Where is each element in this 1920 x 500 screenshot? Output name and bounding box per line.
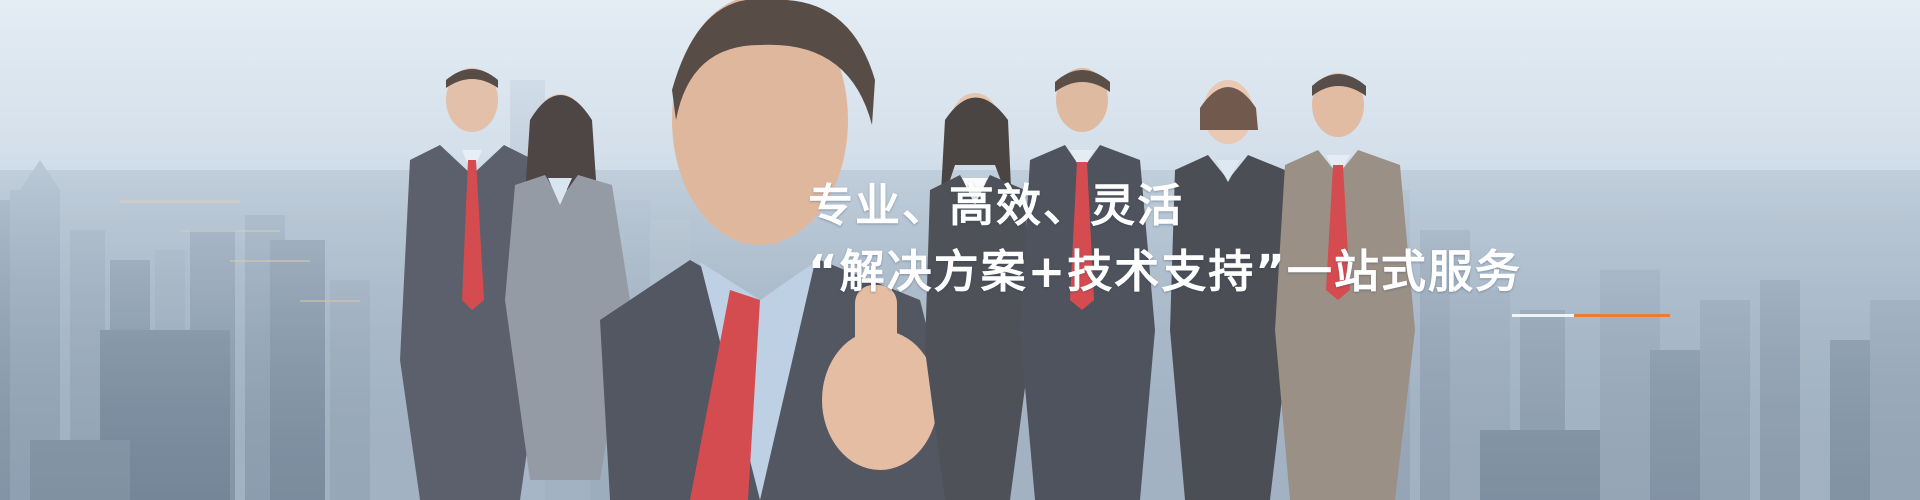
headline-line-2: “解决方案+技术支持”一站式服务 (808, 245, 1522, 298)
decorative-underline-orange (1574, 314, 1670, 317)
decorative-underline-white (1512, 314, 1574, 317)
person-figure-main (600, 0, 970, 500)
person-figure (1275, 73, 1415, 500)
person-figure (400, 68, 540, 500)
headline-line-1: 专业、高效、灵活 (808, 179, 1185, 232)
person-figure (505, 94, 630, 480)
hero-headline: 专业、高效、灵活 “解决方案+技术支持”一站式服务 (808, 178, 1688, 302)
person-figure (1020, 68, 1155, 500)
person-figure (925, 93, 1030, 500)
person-figure (1170, 80, 1290, 500)
